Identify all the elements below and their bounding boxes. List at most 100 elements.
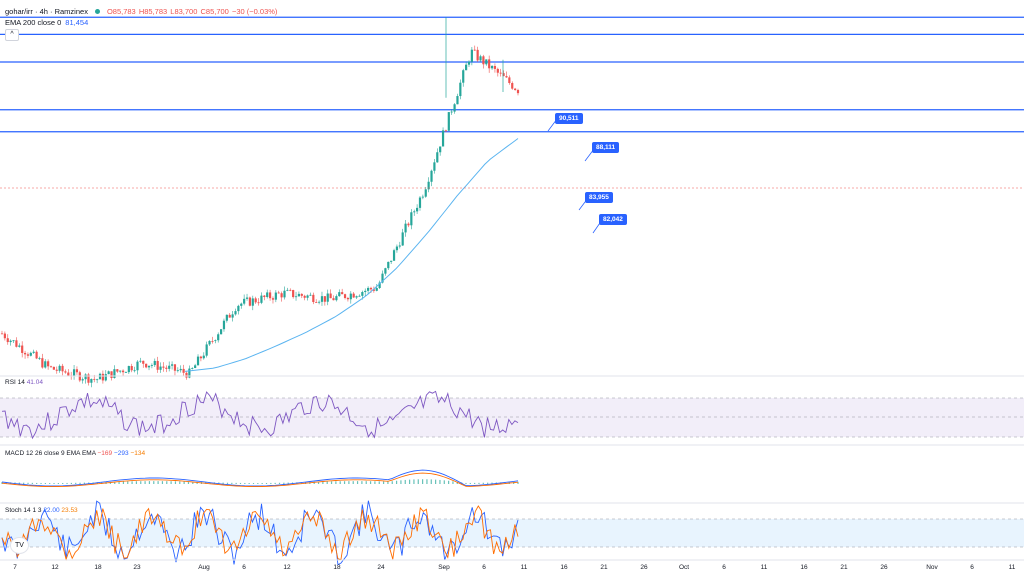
candle	[150, 363, 153, 369]
candle	[447, 112, 450, 131]
candle	[395, 244, 399, 253]
candle	[439, 146, 442, 156]
candle	[32, 349, 35, 354]
market-status-icon	[94, 9, 100, 14]
macd-bar	[356, 481, 359, 484]
candle	[185, 371, 188, 380]
candle	[142, 360, 145, 368]
candle	[505, 71, 508, 78]
macd-bar	[261, 483, 263, 484]
candle	[508, 75, 511, 85]
candle	[21, 341, 24, 358]
tradingview-logo-icon[interactable]: TV	[10, 537, 29, 554]
macd-bar	[75, 482, 77, 484]
macd-bar	[5, 482, 7, 484]
macd-bar	[378, 481, 380, 484]
macd-bar	[153, 481, 155, 484]
ema-legend-row[interactable]: EMA 200 close 0 81,454	[5, 17, 278, 28]
time-axis-label: 16	[560, 564, 568, 571]
rsi-line	[1, 390, 519, 440]
candle	[326, 289, 329, 306]
candle	[488, 55, 491, 73]
macd-bar	[317, 481, 320, 484]
candle	[404, 219, 407, 237]
candle	[170, 361, 174, 370]
candles	[0, 17, 520, 388]
macd-bar	[456, 481, 458, 484]
candle	[392, 248, 396, 261]
candle	[124, 371, 128, 373]
macd-hist-value: −169	[97, 450, 113, 457]
candle	[364, 288, 367, 297]
candle	[444, 129, 448, 133]
candle	[470, 47, 473, 66]
collapse-legend-button[interactable]: ^	[5, 29, 19, 41]
time-axis-label: 12	[283, 564, 291, 571]
candle	[156, 356, 159, 373]
macd-bar	[422, 479, 424, 484]
macd-bar	[79, 482, 81, 484]
macd-bar	[270, 482, 272, 484]
macd-bar	[66, 482, 68, 484]
level-tag-83955[interactable]: 83,955	[585, 192, 613, 203]
candle	[6, 334, 9, 345]
candle	[407, 222, 410, 228]
candle	[473, 45, 476, 51]
candle	[499, 68, 502, 77]
candle	[248, 296, 252, 307]
macd-bar	[57, 483, 59, 484]
candle	[493, 63, 497, 73]
macd-bar	[382, 481, 385, 484]
symbol-row[interactable]: gohar/irr · 4h · Ramzinex O85,783 H85,78…	[5, 6, 278, 17]
macd-bar	[62, 482, 64, 484]
macd-legend[interactable]: MACD 12 26 close 9 EMA EMA −169 −293 −13…	[5, 450, 145, 457]
candle	[29, 351, 32, 357]
macd-bar	[439, 479, 441, 484]
candle	[266, 289, 269, 299]
time-axis-label: Sep	[438, 564, 450, 571]
macd-bar	[443, 480, 445, 484]
horizontal-levels[interactable]	[0, 16, 1024, 133]
candle	[355, 295, 358, 300]
time-axis-label: 24	[377, 564, 385, 571]
candle	[398, 241, 401, 249]
candle	[116, 368, 119, 373]
candle	[274, 290, 277, 303]
candle	[41, 353, 44, 369]
macd-bar	[23, 482, 25, 484]
time-axis-label: 6	[970, 564, 974, 571]
candle	[289, 288, 292, 292]
candle	[214, 339, 217, 344]
candle	[133, 366, 136, 373]
rsi-legend[interactable]: RSI 14 41.04	[5, 379, 43, 386]
time-axis-label: 6	[722, 564, 726, 571]
level-tag-82042[interactable]: 82,042	[599, 214, 627, 225]
rsi-value: 41.04	[26, 379, 43, 386]
macd-bar	[322, 481, 324, 484]
macd-bar	[435, 479, 437, 484]
candle	[343, 293, 347, 300]
macd-bar	[283, 482, 285, 484]
level-tag-88111[interactable]: 88,111	[592, 142, 620, 153]
macd-bar	[179, 481, 181, 484]
candle	[222, 318, 226, 332]
stoch-legend[interactable]: Stoch 14 1 3 22.00 23.53	[5, 507, 78, 514]
candle	[182, 364, 185, 377]
candle	[450, 109, 453, 115]
candle	[516, 88, 520, 96]
macd-bar	[170, 481, 172, 484]
candle	[511, 81, 514, 90]
candle	[101, 370, 104, 384]
macd-bar	[361, 481, 363, 484]
macd-bar	[391, 481, 393, 484]
candle	[234, 308, 237, 316]
candle	[72, 365, 76, 380]
candle	[179, 365, 182, 373]
level-tag-90511[interactable]: 90,511	[555, 113, 583, 124]
candle	[84, 373, 87, 384]
candle	[320, 291, 324, 306]
time-axis-label: 18	[333, 564, 341, 571]
candle	[87, 372, 90, 386]
candle	[260, 292, 263, 305]
